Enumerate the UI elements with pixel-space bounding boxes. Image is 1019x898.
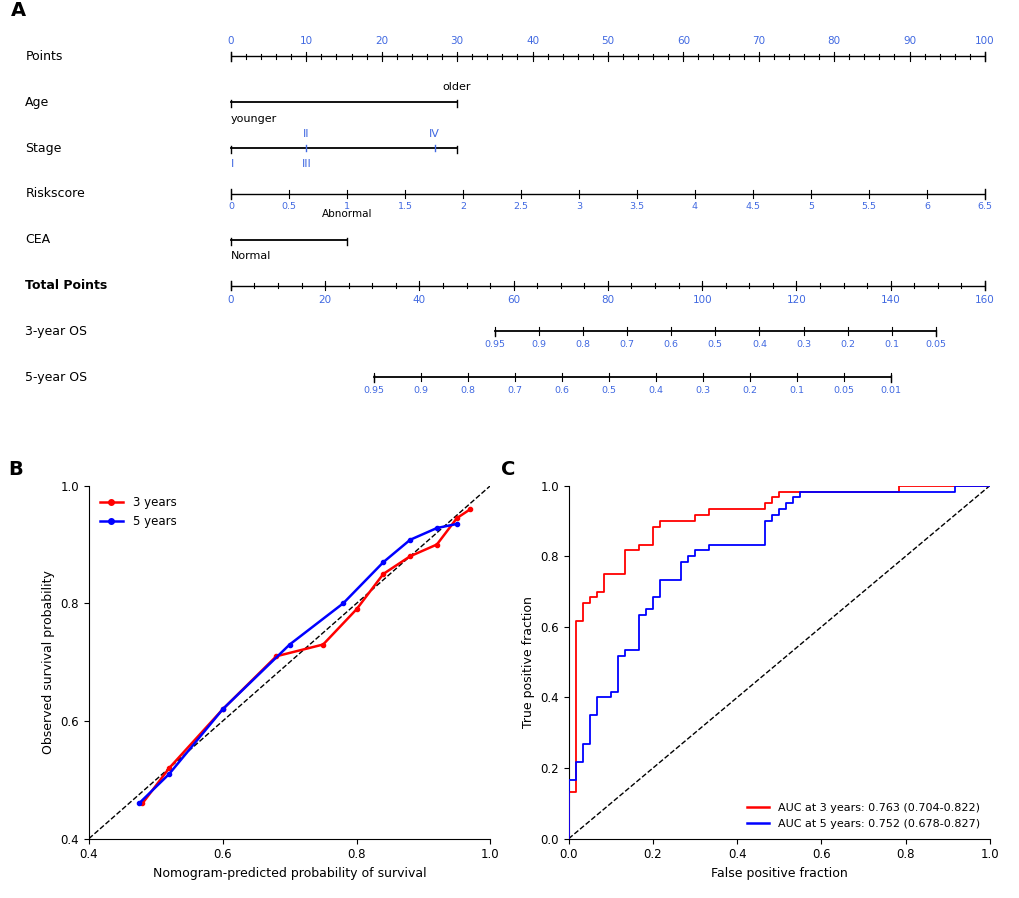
Legend: AUC at 3 years: 0.763 (0.704-0.822), AUC at 5 years: 0.752 (0.678-0.827): AUC at 3 years: 0.763 (0.704-0.822), AUC… <box>742 798 983 833</box>
Text: 6.5: 6.5 <box>976 202 991 211</box>
Text: 140: 140 <box>880 295 900 304</box>
Text: 160: 160 <box>974 295 994 304</box>
Text: C: C <box>501 460 516 479</box>
Text: 5-year OS: 5-year OS <box>25 371 88 383</box>
Text: Riskscore: Riskscore <box>25 188 85 200</box>
Text: 80: 80 <box>826 36 840 46</box>
Text: 1: 1 <box>343 202 350 211</box>
Y-axis label: True positive fraction: True positive fraction <box>522 596 534 728</box>
Text: 60: 60 <box>676 36 689 46</box>
Text: 4: 4 <box>691 202 697 211</box>
Text: younger: younger <box>230 114 277 124</box>
Text: 5: 5 <box>807 202 813 211</box>
Text: 40: 40 <box>526 36 539 46</box>
Text: 0.5: 0.5 <box>281 202 297 211</box>
Text: 0.4: 0.4 <box>648 386 662 395</box>
Text: Total Points: Total Points <box>25 279 107 292</box>
Text: 0.95: 0.95 <box>484 340 504 349</box>
Text: 60: 60 <box>506 295 520 304</box>
Text: 0.6: 0.6 <box>554 386 569 395</box>
Text: 0.8: 0.8 <box>575 340 590 349</box>
Text: 6: 6 <box>923 202 929 211</box>
Text: 0.1: 0.1 <box>789 386 803 395</box>
Text: 0.7: 0.7 <box>507 386 522 395</box>
Text: B: B <box>8 460 23 479</box>
X-axis label: Nomogram-predicted probability of survival: Nomogram-predicted probability of surviv… <box>153 867 426 880</box>
Legend: 3 years, 5 years: 3 years, 5 years <box>95 491 181 533</box>
Text: 0.5: 0.5 <box>707 340 722 349</box>
Text: 0.05: 0.05 <box>924 340 946 349</box>
Text: CEA: CEA <box>25 233 50 246</box>
Text: II: II <box>303 129 310 139</box>
Text: A: A <box>10 1 25 20</box>
Text: 100: 100 <box>692 295 711 304</box>
Text: 0.8: 0.8 <box>461 386 475 395</box>
Text: 90: 90 <box>902 36 915 46</box>
Text: 0.3: 0.3 <box>795 340 810 349</box>
Text: 80: 80 <box>601 295 613 304</box>
Y-axis label: Observed survival probability: Observed survival probability <box>42 570 55 754</box>
Text: 70: 70 <box>751 36 764 46</box>
Text: 5.5: 5.5 <box>861 202 875 211</box>
Text: 2.5: 2.5 <box>513 202 528 211</box>
Text: 0.95: 0.95 <box>364 386 384 395</box>
Text: 0.01: 0.01 <box>879 386 900 395</box>
Text: 0: 0 <box>227 202 233 211</box>
Text: Age: Age <box>25 96 50 109</box>
Text: 0.1: 0.1 <box>883 340 899 349</box>
Text: III: III <box>302 159 311 169</box>
Text: Points: Points <box>25 50 62 63</box>
Text: 4.5: 4.5 <box>745 202 760 211</box>
Text: IV: IV <box>429 129 439 139</box>
Text: 10: 10 <box>300 36 313 46</box>
Text: Abnormal: Abnormal <box>321 209 372 219</box>
Text: 20: 20 <box>318 295 331 304</box>
Text: 0.2: 0.2 <box>742 386 756 395</box>
Text: older: older <box>442 82 471 92</box>
Text: 30: 30 <box>450 36 464 46</box>
Text: 40: 40 <box>413 295 426 304</box>
Text: 0.5: 0.5 <box>601 386 615 395</box>
Text: Normal: Normal <box>230 251 271 260</box>
Text: 120: 120 <box>786 295 805 304</box>
Text: 20: 20 <box>375 36 388 46</box>
Text: 3: 3 <box>576 202 582 211</box>
Text: 3-year OS: 3-year OS <box>25 325 88 338</box>
Text: 0.7: 0.7 <box>619 340 634 349</box>
Text: Stage: Stage <box>25 142 61 154</box>
Text: 2: 2 <box>460 202 466 211</box>
Text: 0: 0 <box>227 295 234 304</box>
Text: 0.2: 0.2 <box>840 340 854 349</box>
Text: 0.3: 0.3 <box>695 386 709 395</box>
Text: 0.05: 0.05 <box>833 386 853 395</box>
Text: 3.5: 3.5 <box>629 202 644 211</box>
Text: 0: 0 <box>227 36 234 46</box>
Text: 1.5: 1.5 <box>397 202 412 211</box>
Text: I: I <box>230 159 234 169</box>
Text: 0.9: 0.9 <box>414 386 428 395</box>
Text: 50: 50 <box>601 36 613 46</box>
Text: 0.4: 0.4 <box>751 340 766 349</box>
Text: 0.9: 0.9 <box>531 340 546 349</box>
X-axis label: False positive fraction: False positive fraction <box>710 867 847 880</box>
Text: 0.6: 0.6 <box>663 340 678 349</box>
Text: 100: 100 <box>974 36 994 46</box>
